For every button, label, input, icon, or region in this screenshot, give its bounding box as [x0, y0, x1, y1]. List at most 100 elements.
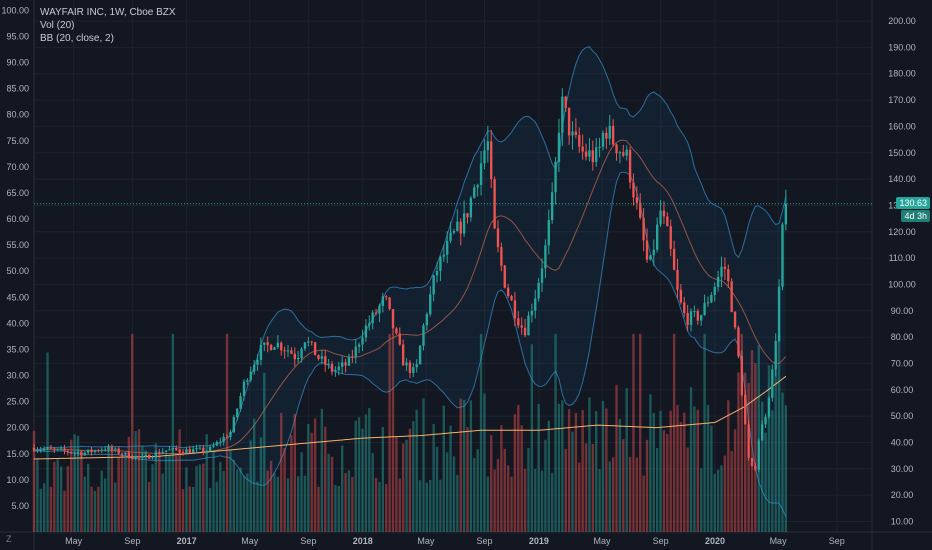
left-axis-tick-label: 10.00	[6, 475, 29, 485]
candle-body	[686, 312, 689, 325]
volume-bar	[97, 486, 100, 532]
candle-body	[368, 323, 371, 326]
volume-bar	[42, 483, 46, 532]
candle-body	[232, 417, 236, 433]
volume-bar	[716, 469, 720, 532]
volume-bar	[87, 463, 90, 532]
candle-body	[361, 337, 364, 345]
time-axis-tick-label: 2020	[705, 536, 725, 546]
candle-body	[517, 318, 520, 326]
volume-bar	[527, 447, 530, 532]
volume-bar	[615, 384, 618, 532]
candle-body	[632, 182, 635, 198]
volume-bar	[252, 418, 256, 532]
volume-bar	[771, 410, 774, 532]
volume-bar	[639, 333, 642, 532]
volume-bar	[523, 469, 527, 532]
right-axis-tick-label: 120.00	[888, 227, 916, 237]
volume-bar	[225, 333, 229, 532]
candle-body	[144, 454, 147, 457]
volume-bar	[269, 460, 273, 532]
volume-bar	[70, 439, 73, 532]
volume-bar	[473, 458, 476, 532]
volume-bar	[296, 476, 300, 532]
volume-bar	[175, 455, 178, 532]
volume-bar	[73, 434, 76, 532]
time-axis-tick-label: Sep	[653, 536, 669, 546]
volume-bar	[517, 404, 520, 532]
volume-bar	[49, 486, 53, 532]
candle-body	[581, 146, 584, 152]
right-axis-tick-label: 160.00	[888, 121, 916, 131]
right-axis-tick-label: 20.00	[891, 490, 914, 500]
candle-body	[32, 447, 36, 451]
volume-bar	[642, 475, 645, 532]
candle-body	[127, 452, 131, 459]
right-axis-tick-label: 100.00	[888, 279, 916, 289]
volume-bar	[733, 429, 737, 532]
candle-body	[66, 450, 70, 453]
candle-body	[659, 210, 662, 225]
candle-body	[740, 356, 744, 395]
candle-body	[378, 305, 381, 314]
volume-bar	[158, 452, 161, 532]
candle-body	[351, 356, 354, 358]
candle-body	[188, 449, 191, 453]
candle-body	[642, 217, 645, 241]
candle-body	[435, 270, 439, 276]
volume-bar	[164, 455, 168, 532]
symbol-title[interactable]: WAYFAIR INC, 1W, Cboe BZX	[40, 7, 176, 18]
candle-body	[523, 327, 527, 336]
candle-body	[598, 146, 601, 148]
volume-bar	[506, 465, 510, 532]
candle-body	[730, 281, 733, 313]
left-axis-tick-label: 20.00	[6, 423, 29, 433]
candle-body	[710, 295, 713, 303]
volume-bar	[727, 400, 730, 532]
right-axis-tick-label: 10.00	[891, 516, 914, 526]
volume-bar	[781, 392, 784, 532]
candle-body	[615, 144, 618, 154]
bollinger-indicator-label[interactable]: BB (20, close, 2)	[40, 33, 114, 44]
candle-body	[689, 311, 693, 325]
candle-body	[320, 356, 324, 359]
right-axis-tick-label: 170.00	[888, 95, 916, 105]
candle-body	[567, 107, 571, 136]
candle-body	[774, 341, 777, 370]
time-axis-tick-label: Sep	[829, 536, 845, 546]
timezone-button[interactable]: Z	[6, 534, 12, 544]
candle-body	[222, 436, 225, 442]
candle-body	[171, 448, 175, 450]
volume-bar	[307, 424, 310, 532]
candle-body	[246, 380, 249, 382]
volume-bar	[114, 482, 117, 532]
right-axis-tick-label: 50.00	[891, 411, 914, 421]
candle-body	[574, 131, 578, 135]
candle-body	[655, 224, 659, 250]
volume-bar	[686, 447, 689, 532]
candle-body	[293, 353, 296, 360]
volume-bar	[784, 405, 788, 532]
candle-body	[496, 228, 500, 248]
candle-body	[120, 453, 124, 455]
candle-body	[263, 342, 266, 345]
volume-bar	[263, 372, 266, 532]
candle-body	[466, 213, 469, 218]
candle-body	[114, 448, 117, 450]
volume-bar	[706, 405, 710, 532]
chart-legend: WAYFAIR INC, 1W, Cboe BZX Vol (20) BB (2…	[40, 6, 176, 45]
candle-body	[561, 96, 564, 133]
volume-bar	[493, 469, 496, 532]
candle-body	[76, 452, 80, 454]
candle-body	[164, 450, 168, 452]
volume-bar	[622, 439, 625, 532]
candle-body	[195, 448, 198, 450]
volume-bar	[496, 459, 500, 532]
right-axis-tick-label: 110.00	[889, 253, 916, 263]
volume-indicator-label[interactable]: Vol (20)	[40, 20, 75, 31]
volume-bar	[469, 400, 473, 532]
volume-bar	[232, 459, 236, 532]
volume-bar	[591, 443, 595, 532]
